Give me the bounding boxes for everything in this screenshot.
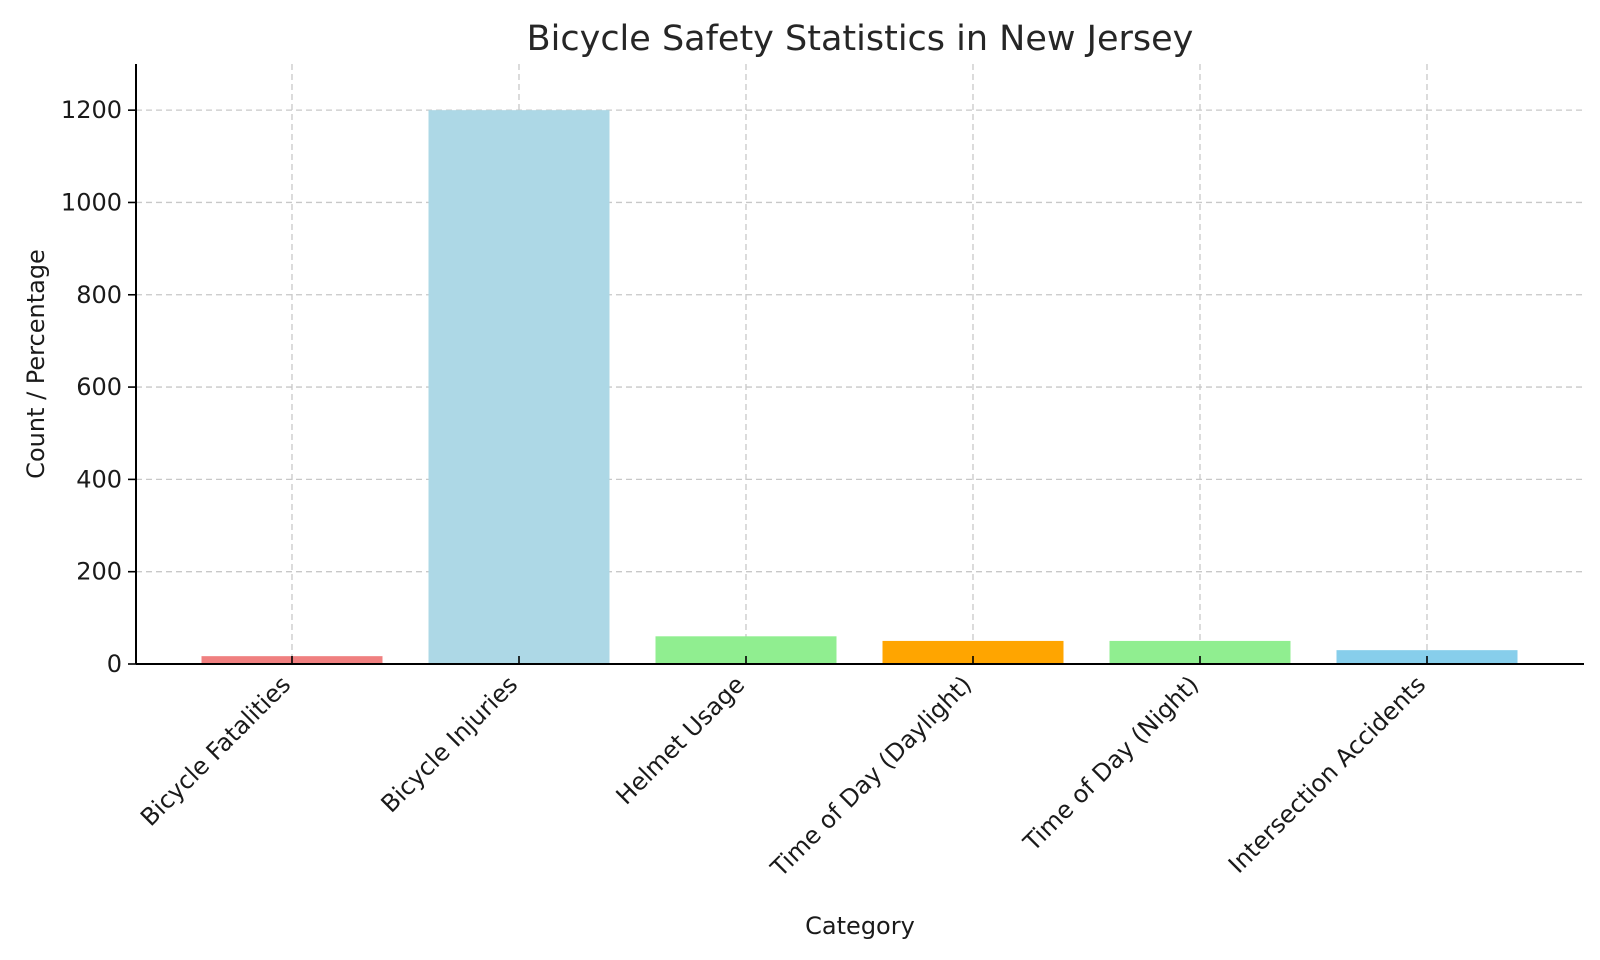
y-ticks: 0 200 400 600 800 1000 1200 <box>61 96 136 678</box>
x-tick-label: Bicycle Injuries <box>376 670 524 818</box>
y-tick-label: 600 <box>76 373 122 401</box>
x-ticks: Bicycle Fatalities Bicycle Injuries Helmet… <box>135 656 1431 883</box>
y-tick-label: 0 <box>107 650 122 678</box>
bar <box>1109 640 1291 664</box>
x-tick-label: Intersection Accidents <box>1223 670 1431 878</box>
axes <box>135 64 1584 665</box>
y-tick-label: 800 <box>76 281 122 309</box>
bar <box>428 110 610 664</box>
x-tick-label: Time of Day (Night) <box>1017 670 1204 857</box>
y-tick-label: 1000 <box>61 188 122 216</box>
y-axis-label: Count / Percentage <box>22 249 50 479</box>
chart-title: Bicycle Safety Statistics in New Jersey <box>527 19 1194 59</box>
x-tick-label: Time of Day (Daylight) <box>765 670 977 882</box>
grid <box>136 64 1584 664</box>
y-tick-label: 400 <box>76 465 122 493</box>
x-tick-label: Bicycle Fatalities <box>135 670 296 831</box>
x-tick-label: Helmet Usage <box>611 670 751 810</box>
y-tick-label: 1200 <box>61 96 122 124</box>
y-tick-label: 200 <box>76 558 122 586</box>
bar <box>882 640 1064 664</box>
x-axis-label: Category <box>805 912 915 940</box>
